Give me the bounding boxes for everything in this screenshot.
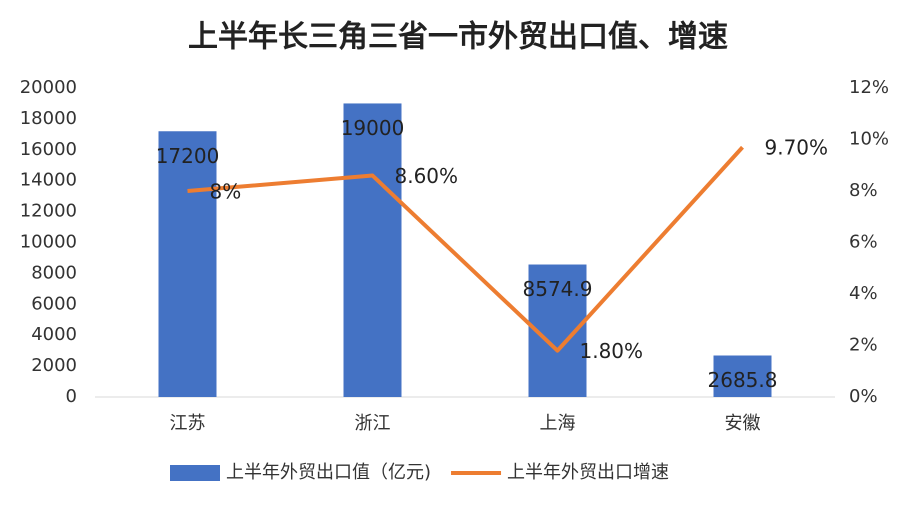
line [187,145,744,353]
y-tick-label: 10000 [20,232,77,253]
bar [343,103,402,397]
y2-tick-label: 2% [849,335,878,356]
y-tick-label: 20000 [20,77,77,98]
y-tick-label: 8000 [31,262,77,283]
y-tick-label: 0 [66,386,77,407]
bar-value-label: 17200 [156,144,220,168]
line-value-label: 8% [210,180,242,204]
y2-tick-label: 4% [849,283,878,304]
bar [158,131,217,397]
y2-tick-label: 0% [849,386,878,407]
x-tick-label: 上海 [540,413,576,434]
bar-value-label: 19000 [341,116,405,140]
y2-tick-label: 10% [849,129,889,150]
y-tick-label: 4000 [31,324,77,345]
y2-tick-label: 6% [849,232,878,253]
x-tick-label: 浙江 [355,413,391,434]
chart-title: 上半年长三角三省一市外贸出口值、增速 [188,20,728,55]
line-value-label: 9.70% [765,136,829,160]
line-value-label: 1.80% [580,339,644,363]
legend-label: 上半年外贸出口增速 [507,462,669,483]
x-tick-label: 江苏 [170,413,206,434]
y-tick-label: 6000 [31,293,77,314]
y2-tick-label: 12% [849,77,889,98]
y-tick-label: 14000 [20,170,77,191]
legend-swatch [170,465,220,481]
y-tick-label: 2000 [31,355,77,376]
line-value-label: 8.60% [395,164,459,188]
y2-tick-label: 8% [849,180,878,201]
y-tick-label: 18000 [20,108,77,129]
y-tick-label: 16000 [20,139,77,160]
y-tick-label: 12000 [20,201,77,222]
bar [713,355,772,397]
legend-label: 上半年外贸出口值（亿元) [226,462,431,483]
bar-value-label: 2685.8 [708,368,778,392]
bar-value-label: 8574.9 [523,277,593,301]
x-tick-label: 安徽 [725,413,761,434]
